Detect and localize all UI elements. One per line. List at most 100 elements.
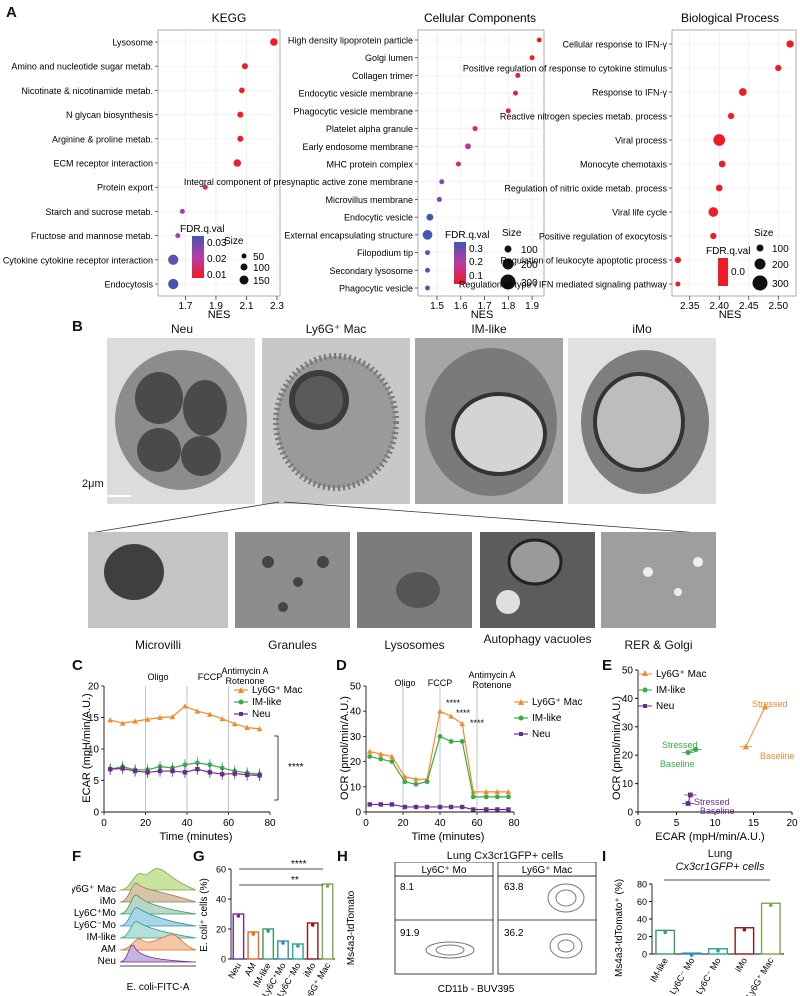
kegg-dot [202, 184, 208, 190]
bar-point [663, 930, 667, 935]
panel-d-axes: 0 10 20 30 40 50 0 20 40 60 80 [350, 682, 520, 830]
kegg-size-dot-1 [241, 253, 247, 259]
y-tick-label: 5 [93, 776, 99, 787]
series-line [369, 735, 509, 798]
data-point [424, 779, 430, 785]
data-point [448, 739, 454, 744]
flow-plot-ly6g-mac: Ly6G⁺ Mac 63.8 36.2 [497, 862, 597, 975]
bar [655, 929, 676, 955]
panel-f-row-2: iMo [100, 896, 117, 907]
panel-i-sig: **** [708, 876, 724, 881]
bp-plot-frame [671, 29, 797, 297]
bar-category-label: Ly6C⁻ Mo [667, 956, 696, 996]
flow-plot-1-title: Ly6C⁺ Mo [422, 865, 467, 876]
data-point [402, 779, 408, 785]
data-point [120, 766, 125, 771]
bp-dot [727, 112, 735, 120]
y-tick-label: 50 [622, 666, 634, 677]
data-point [402, 773, 408, 780]
kegg-category-label: Arginine & proline metab. [52, 134, 153, 144]
panel-d-rotenone: Rotenone [472, 680, 511, 690]
panel-e-legend-2: IM-like [656, 685, 686, 696]
y-tick-label: 50 [350, 682, 362, 693]
y-tick-label: 20 [216, 925, 226, 935]
bp-category-label: Regulation of type I IFN mediated signal… [459, 280, 668, 290]
bar [734, 927, 755, 955]
panel-c-series [107, 703, 263, 782]
panel-f-histograms: Ly6G⁺ Mac iMo Ly6C⁺Mo Ly6C⁻Mo IM-like AM… [72, 868, 197, 993]
data-point [437, 734, 443, 739]
panel-letter-b: B [72, 318, 83, 335]
data-point [170, 768, 175, 774]
cc-size-dot-3 [500, 274, 516, 290]
y-tick-label: 30 [622, 722, 634, 733]
panel-letter-i: I [602, 848, 607, 865]
y-tick-label: 0 [627, 808, 633, 819]
bp-category-label: Cellular response to IFN-γ [562, 40, 667, 50]
em-image-imo [568, 338, 716, 504]
data-point [194, 760, 200, 766]
cc-dot [536, 37, 542, 43]
x-tick-label: 5 [674, 818, 680, 829]
panel-h-flow-plots: Ms4a3-tdTomato CD11b - BUV395 Ly6C⁺ Mo 8… [346, 862, 597, 995]
bp-dot [786, 40, 794, 48]
bar [306, 922, 319, 960]
kegg-tick-label: 2.3 [270, 301, 284, 312]
panel-e-series [682, 703, 772, 806]
panel-d-xlabel: Time (minutes) [412, 831, 485, 843]
data-point [182, 762, 188, 768]
panel-d-legend-1: Ly6G⁺ Mac [532, 697, 582, 708]
panel-d-antimycin: Antimycin A [468, 670, 515, 680]
kegg-dots [168, 38, 278, 290]
bp-size-tick-3: 300 [772, 279, 789, 290]
cc-xlabel: NES [471, 309, 494, 320]
data-point [448, 804, 454, 810]
cc-fdr-title: FDR.q.val [445, 230, 489, 241]
cc-tick-label: 1.7 [478, 301, 492, 312]
data-point [459, 739, 465, 744]
panel-e-label-neu-stressed: Stressed [694, 797, 730, 807]
cc-dot [472, 126, 478, 132]
bp-size-dot-3 [752, 275, 768, 291]
panel-e-energy-chart: OCR (pmol/min/A.U.) ECAR (mpH/min/A.U.) … [611, 666, 798, 844]
panel-e-label-neu-baseline: Baseline [700, 806, 735, 816]
em-zoom-microvilli [88, 532, 228, 628]
data-point [194, 708, 201, 714]
y-tick-label: 10 [88, 745, 100, 756]
data-point [460, 804, 465, 810]
panel-f-row-5: IM-like [87, 932, 117, 943]
panel-d-ylabel: OCR (pmol/min/A.U.) [339, 696, 351, 800]
kegg-dot [237, 135, 244, 142]
panel-e-label-im-stressed: Stressed [662, 740, 698, 750]
data-point [494, 794, 500, 800]
cc-dot [425, 285, 431, 291]
bp-category-label: Reactive nitrogen species metab. process [500, 112, 668, 122]
data-point [413, 781, 419, 787]
kegg-size-dot-2 [240, 263, 248, 271]
kegg-dot [168, 254, 179, 265]
em-label-imo: iMo [632, 322, 652, 336]
cc-category-label: Secondary lysosome [329, 266, 413, 276]
bar-point [266, 929, 270, 933]
data-point [378, 751, 384, 757]
cc-category-label: Collagen trimer [352, 71, 413, 81]
kegg-dot [179, 208, 185, 214]
kegg-xlabel: NES [208, 309, 231, 320]
panel-c-axes: 0 5 10 15 20 0 20 40 60 80 [88, 682, 276, 830]
bp-category-label: Regulation of nitric oxide metab. proces… [504, 184, 667, 194]
bar-category-label: IM-like [648, 956, 670, 984]
bar-category-label: Neu [226, 961, 243, 980]
energy-line [745, 706, 766, 747]
panel-c-xlabel: Time (minutes) [160, 831, 233, 843]
kegg-size-dot-3 [239, 275, 249, 285]
data-point [437, 804, 443, 810]
x-tick-label: 20 [786, 818, 798, 829]
cc-fdr-colorbar [454, 242, 466, 284]
bp-title: Biological Process [681, 11, 779, 25]
panel-f-curves [119, 868, 197, 963]
cc-dot [455, 161, 461, 167]
kegg-fdr-title: FDR.q.val [180, 224, 224, 235]
data-point [244, 724, 250, 730]
cc-category-label: Endocytic vesicle [344, 213, 413, 223]
